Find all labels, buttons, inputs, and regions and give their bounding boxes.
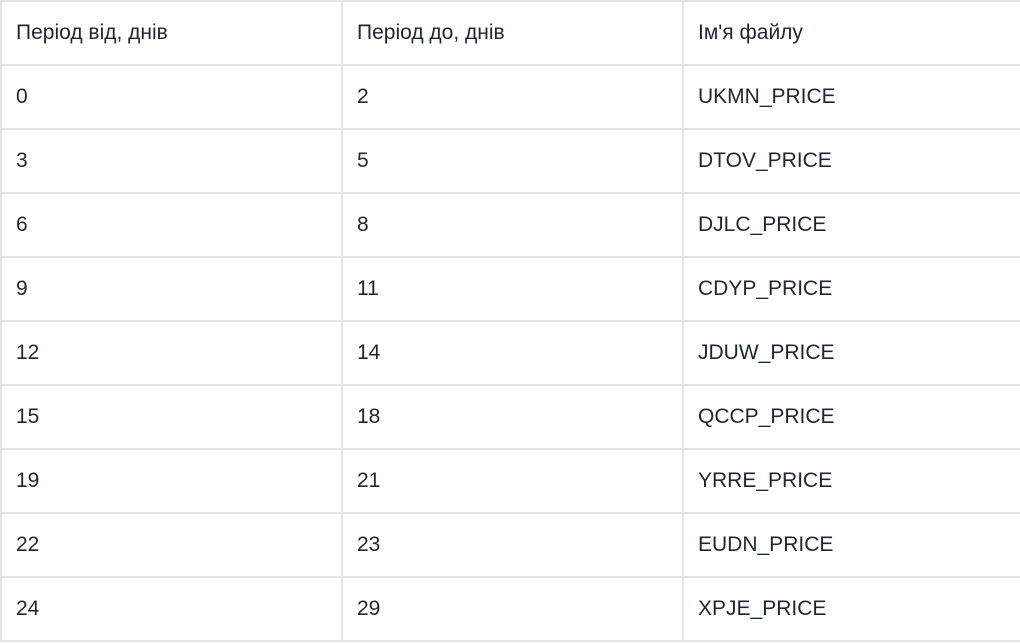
header-period-to: Період до, днів bbox=[341, 0, 684, 66]
table-row: 6 8 DJLC_PRICE bbox=[0, 192, 1020, 258]
cell-period-to: 2 bbox=[341, 64, 684, 130]
cell-period-to: 11 bbox=[341, 256, 684, 322]
cell-period-from: 0 bbox=[0, 64, 343, 130]
table-row: 19 21 YRRE_PRICE bbox=[0, 448, 1020, 514]
cell-file-name: YRRE_PRICE bbox=[682, 448, 1020, 514]
table-row: 22 23 EUDN_PRICE bbox=[0, 512, 1020, 578]
cell-file-name: XPJE_PRICE bbox=[682, 576, 1020, 642]
cell-period-to: 5 bbox=[341, 128, 684, 194]
cell-period-to: 29 bbox=[341, 576, 684, 642]
cell-file-name: EUDN_PRICE bbox=[682, 512, 1020, 578]
cell-file-name: DJLC_PRICE bbox=[682, 192, 1020, 258]
cell-file-name: DTOV_PRICE bbox=[682, 128, 1020, 194]
cell-period-from: 3 bbox=[0, 128, 343, 194]
cell-period-from: 22 bbox=[0, 512, 343, 578]
table-row: 12 14 JDUW_PRICE bbox=[0, 320, 1020, 386]
cell-period-from: 15 bbox=[0, 384, 343, 450]
cell-period-to: 8 bbox=[341, 192, 684, 258]
header-file-name: Ім'я файлу bbox=[682, 0, 1020, 66]
cell-period-from: 6 bbox=[0, 192, 343, 258]
cell-period-to: 14 bbox=[341, 320, 684, 386]
table-row: 15 18 QCCP_PRICE bbox=[0, 384, 1020, 450]
table-row: 24 29 XPJE_PRICE bbox=[0, 576, 1020, 642]
cell-file-name: JDUW_PRICE bbox=[682, 320, 1020, 386]
table-row: 9 11 CDYP_PRICE bbox=[0, 256, 1020, 322]
cell-file-name: CDYP_PRICE bbox=[682, 256, 1020, 322]
cell-period-from: 24 bbox=[0, 576, 343, 642]
cell-period-from: 12 bbox=[0, 320, 343, 386]
cell-period-to: 21 bbox=[341, 448, 684, 514]
cell-period-from: 19 bbox=[0, 448, 343, 514]
header-period-from: Період від, днів bbox=[0, 0, 343, 66]
table-row: 3 5 DTOV_PRICE bbox=[0, 128, 1020, 194]
cell-file-name: UKMN_PRICE bbox=[682, 64, 1020, 130]
table-header-row: Період від, днів Період до, днів Ім'я фа… bbox=[0, 0, 1020, 66]
cell-period-to: 18 bbox=[341, 384, 684, 450]
cell-period-to: 23 bbox=[341, 512, 684, 578]
cell-period-from: 9 bbox=[0, 256, 343, 322]
cell-file-name: QCCP_PRICE bbox=[682, 384, 1020, 450]
table-row: 0 2 UKMN_PRICE bbox=[0, 64, 1020, 130]
